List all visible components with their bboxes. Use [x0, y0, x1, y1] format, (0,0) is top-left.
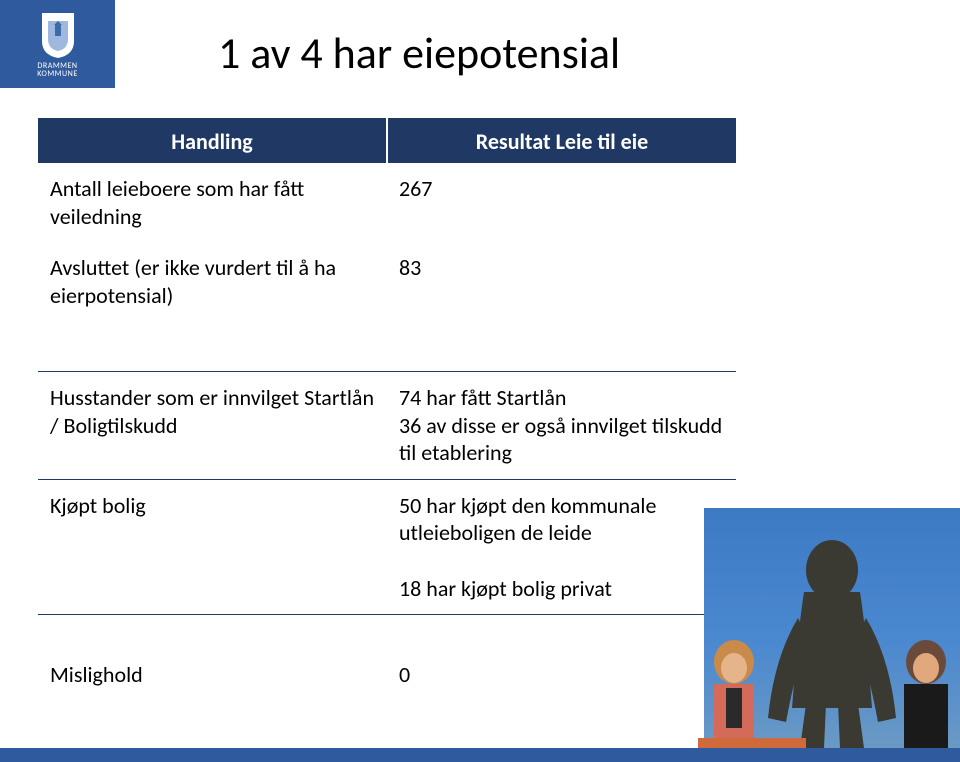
slide-title: 1 av 4 har eiepotensial — [218, 26, 620, 80]
cell-handling: Avsluttet (er ikke vurdert til å ha eier… — [38, 242, 387, 372]
table-row: Husstander som er innvilget Startlån / B… — [38, 372, 736, 480]
cell-resultat: 267 — [387, 163, 736, 242]
cell-handling: Husstander som er innvilget Startlån / B… — [38, 372, 387, 480]
logo-sub: KOMMUNE — [37, 69, 77, 79]
shield-icon — [38, 11, 78, 59]
cell-resultat: 0 — [387, 615, 736, 701]
logo-badge: DRAMMEN KOMMUNE — [0, 0, 115, 88]
cell-line: 36 av disse er også innvilget tilskudd t… — [399, 412, 724, 467]
table-row: Avsluttet (er ikke vurdert til å ha eier… — [38, 242, 736, 372]
accent-bar — [698, 738, 806, 748]
cell-line: 50 har kjøpt den kommunale utleieboligen… — [399, 492, 724, 547]
data-table: Handling Resultat Leie til eie Antall le… — [38, 118, 736, 701]
cell-line: 18 har kjøpt bolig privat — [399, 575, 724, 603]
decorative-photo — [704, 508, 960, 748]
cell-handling: Kjøpt bolig — [38, 479, 387, 615]
cell-handling: Antall leieboere som har fått veiledning — [38, 163, 387, 242]
cell-handling: Mislighold — [38, 615, 387, 701]
table-row: Antall leieboere som har fått veiledning… — [38, 163, 736, 242]
table-row: Mislighold 0 — [38, 615, 736, 701]
cell-resultat: 74 har fått Startlån 36 av disse er også… — [387, 372, 736, 480]
col-header-handling: Handling — [38, 118, 387, 163]
bottom-bar — [0, 748, 960, 762]
logo-text: DRAMMEN KOMMUNE — [37, 62, 77, 78]
cell-line: 74 har fått Startlån — [399, 384, 724, 412]
col-header-resultat: Resultat Leie til eie — [387, 118, 736, 163]
table-row: Kjøpt bolig 50 har kjøpt den kommunale u… — [38, 479, 736, 615]
cell-resultat: 83 — [387, 242, 736, 372]
cell-resultat: 50 har kjøpt den kommunale utleieboligen… — [387, 479, 736, 615]
